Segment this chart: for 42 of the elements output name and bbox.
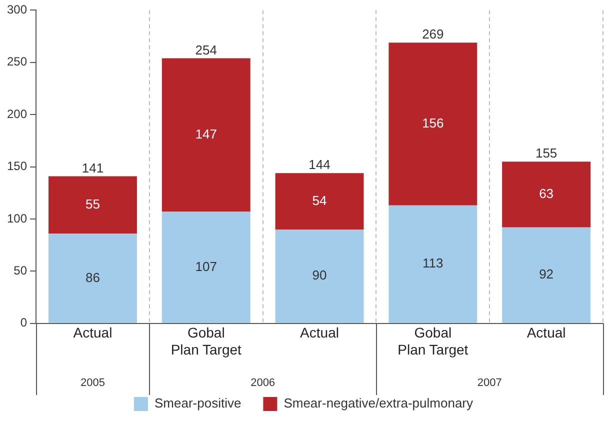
total-label: 144 [308,157,330,172]
x-tick-label: Actual [300,324,339,341]
data-label: 54 [312,192,327,208]
legend-label: Smear-negative/extra-pulmonary [284,396,474,411]
text: 2006 [250,377,276,390]
data-label: 113 [422,256,444,271]
data-label: 107 [195,258,217,274]
total-label: 269 [422,26,444,42]
x-tick-label: Actual [526,324,566,341]
x-tick-label: Gobal Plan Target [398,324,468,358]
bar [502,162,591,228]
data-label: 86 [85,270,100,285]
data-label: 63 [539,186,554,202]
bar [502,227,591,323]
x-tick-label: Gobal Plan Target [170,324,242,358]
bar [162,58,250,212]
bar [388,42,478,206]
y-tick-label: 100 [6,211,28,226]
text: 2007 [477,377,502,390]
text: 2005 [80,377,105,390]
total-label: 254 [195,42,217,58]
data-label: 90 [312,268,327,283]
bar [388,205,478,323]
legend-label: Smear-positive [154,396,242,411]
data-label: 147 [195,126,217,142]
y-tick-label: 300 [6,2,28,17]
y-tick-label: 250 [6,54,28,69]
data-label: 156 [422,116,444,131]
bar [48,176,137,234]
data-label: 92 [539,266,554,282]
bar [275,229,364,323]
y-tick-label: 50 [14,264,28,278]
total-label: 141 [82,160,104,176]
y-tick-label: 150 [6,159,28,174]
bar [162,212,250,323]
bar [275,173,364,230]
total-label: 155 [535,146,558,161]
x-tick-label: Actual [73,324,112,341]
data-label: 55 [85,196,100,212]
y-tick-label: 200 [6,106,28,121]
bar [48,234,137,323]
y-tick-label: 0 [20,316,28,330]
